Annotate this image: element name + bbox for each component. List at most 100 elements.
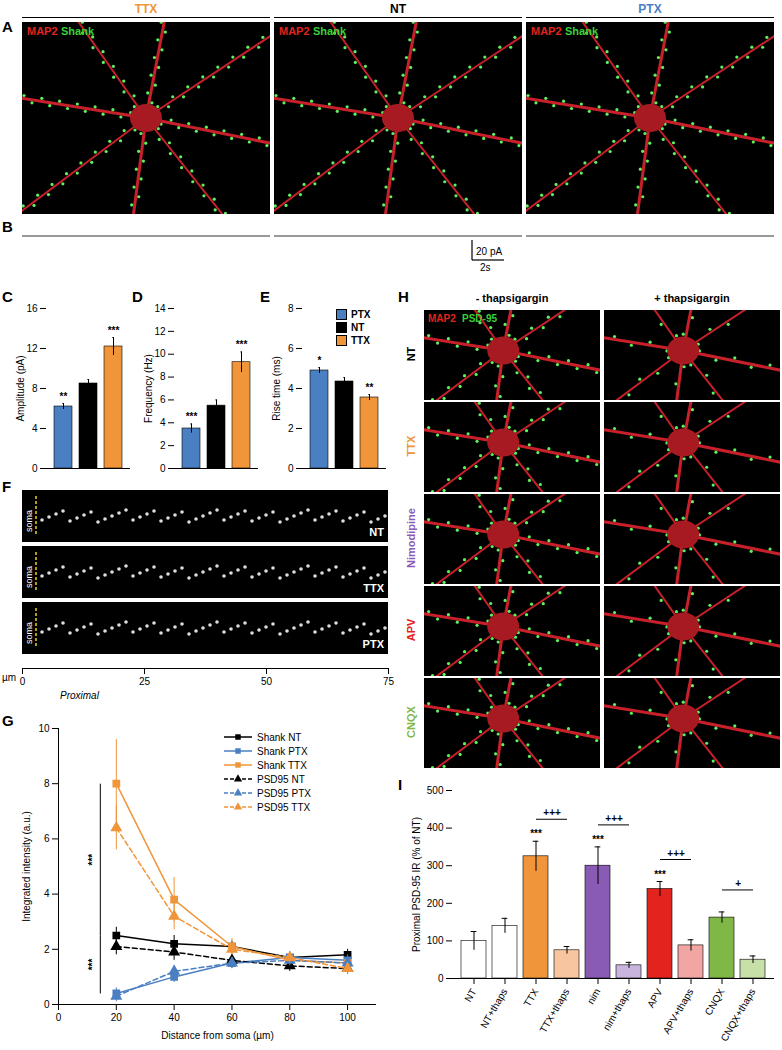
- svg-text:CNQX+thaps: CNQX+thaps: [718, 987, 757, 1044]
- svg-text:8: 8: [160, 371, 166, 382]
- svg-text:14: 14: [154, 303, 166, 314]
- html-text:Shank NT: Shank NT: [257, 731, 302, 743]
- svg-text:6: 6: [44, 833, 50, 844]
- html-text:- thapsigargin: - thapsigargin: [475, 292, 549, 304]
- svg-text:0: 0: [32, 463, 38, 474]
- svg-text:CNQX: CNQX: [703, 986, 727, 1017]
- svg-text:NT: NT: [462, 987, 478, 1004]
- svg-text:Distance from soma (µm): Distance from soma (µm): [161, 1030, 273, 1041]
- svg-text:2: 2: [44, 944, 50, 955]
- svg-text:NT+thaps: NT+thaps: [478, 987, 509, 1030]
- svg-text:APV+thaps: APV+thaps: [661, 987, 696, 1036]
- svg-text:0: 0: [288, 463, 294, 474]
- svg-text:APV: APV: [645, 986, 665, 1009]
- svg-text:10: 10: [38, 723, 50, 734]
- html-text:C: C: [2, 288, 13, 305]
- html-text:PTX: PTX: [638, 2, 662, 16]
- svg-text:**: **: [60, 391, 68, 402]
- svg-text:Frequency (Hz): Frequency (Hz): [143, 354, 154, 423]
- html-text:Shank PTX: Shank PTX: [257, 745, 308, 757]
- html-text:PTX: PTX: [362, 638, 384, 650]
- svg-text:***: ***: [530, 828, 542, 839]
- svg-text:**: **: [366, 382, 374, 393]
- svg-text:80: 80: [284, 1012, 296, 1023]
- svg-text:0: 0: [438, 973, 444, 984]
- svg-text:2: 2: [288, 423, 294, 434]
- html-text:NT: NT: [369, 526, 384, 538]
- svg-text:***: ***: [87, 959, 98, 971]
- html-text:Shank TTX: Shank TTX: [257, 759, 307, 771]
- html-text:MAP2 Shank: MAP2 Shank: [27, 25, 94, 37]
- html-text:CNQX: CNQX: [405, 706, 417, 738]
- html-text:+ thapsigargin: + thapsigargin: [654, 292, 730, 304]
- svg-text:0: 0: [44, 999, 50, 1010]
- html-text:G: G: [2, 712, 14, 729]
- svg-text:Rise time (ms): Rise time (ms): [271, 356, 282, 420]
- html-text:PSD95 NT: PSD95 NT: [257, 773, 305, 785]
- svg-text:*: *: [318, 355, 322, 366]
- svg-text:20: 20: [111, 1012, 123, 1023]
- svg-text:0: 0: [160, 463, 166, 474]
- svg-text:nim+thaps: nim+thaps: [601, 987, 634, 1033]
- svg-text:TTX+thaps: TTX+thaps: [537, 987, 571, 1035]
- svg-text:10: 10: [154, 348, 166, 359]
- svg-text:+: +: [735, 878, 741, 889]
- html-text:MAP2 Shank: MAP2 Shank: [279, 25, 346, 37]
- svg-text:***: ***: [654, 869, 666, 880]
- svg-text:4: 4: [288, 383, 294, 394]
- html-text:H: H: [398, 288, 409, 305]
- html-text:B: B: [2, 218, 13, 235]
- svg-text:***: ***: [236, 339, 248, 350]
- svg-text:40: 40: [169, 1012, 181, 1023]
- svg-text:***: ***: [186, 411, 198, 422]
- html-text:NT: NT: [405, 346, 417, 362]
- svg-text:Proximal PSD-95 IR (% of NT): Proximal PSD-95 IR (% of NT): [411, 817, 422, 952]
- html-text:MAP2 Shank: MAP2 Shank: [531, 25, 598, 37]
- svg-text:400: 400: [427, 822, 444, 833]
- html-text:D: D: [132, 288, 143, 305]
- html-text:PSD95 PTX: PSD95 PTX: [257, 787, 311, 799]
- svg-text:12: 12: [26, 343, 38, 354]
- html-text:PSD95 TTX: PSD95 TTX: [257, 801, 311, 813]
- svg-text:***: ***: [108, 325, 120, 336]
- html-text:TTX: TTX: [134, 2, 158, 16]
- html-text:Nimodipine: Nimodipine: [405, 508, 417, 568]
- svg-text:+++: +++: [543, 807, 561, 818]
- svg-text:nim: nim: [585, 987, 603, 1006]
- svg-text:8: 8: [288, 303, 294, 314]
- html-text:TTX: TTX: [405, 435, 417, 457]
- svg-text:Integrated intensity (a.u.): Integrated intensity (a.u.): [21, 811, 32, 922]
- svg-text:4: 4: [160, 417, 166, 428]
- svg-text:60: 60: [226, 1012, 238, 1023]
- svg-text:8: 8: [32, 383, 38, 394]
- html-text:APV: APV: [405, 618, 417, 642]
- svg-text:100: 100: [339, 1012, 356, 1023]
- html-text:TTX: TTX: [363, 582, 384, 594]
- svg-text:50: 50: [261, 676, 273, 687]
- svg-text:6: 6: [288, 343, 294, 354]
- html-text:NT: NT: [390, 2, 406, 16]
- svg-text:4: 4: [44, 888, 50, 899]
- svg-text:***: ***: [87, 854, 98, 866]
- svg-text:6: 6: [160, 394, 166, 405]
- svg-text:500: 500: [427, 785, 444, 796]
- svg-text:300: 300: [427, 860, 444, 871]
- svg-text:25: 25: [139, 676, 151, 687]
- svg-text:+++: +++: [605, 813, 623, 824]
- svg-text:2: 2: [160, 440, 166, 451]
- svg-text:8: 8: [44, 778, 50, 789]
- html-text:20 pA: 20 pA: [476, 246, 503, 257]
- svg-text:0: 0: [20, 676, 26, 687]
- svg-text:4: 4: [32, 423, 38, 434]
- svg-text:75: 75: [383, 676, 395, 687]
- svg-text:Amplitude (pA): Amplitude (pA): [15, 355, 26, 421]
- svg-text:TTX: TTX: [522, 986, 541, 1008]
- html-text:A: A: [2, 18, 13, 35]
- svg-text:12: 12: [154, 326, 166, 337]
- svg-text:100: 100: [427, 935, 444, 946]
- svg-text:200: 200: [427, 898, 444, 909]
- svg-text:0: 0: [56, 1012, 62, 1023]
- svg-text:***: ***: [592, 834, 604, 845]
- svg-text:+++: +++: [667, 848, 685, 859]
- svg-text:16: 16: [26, 303, 38, 314]
